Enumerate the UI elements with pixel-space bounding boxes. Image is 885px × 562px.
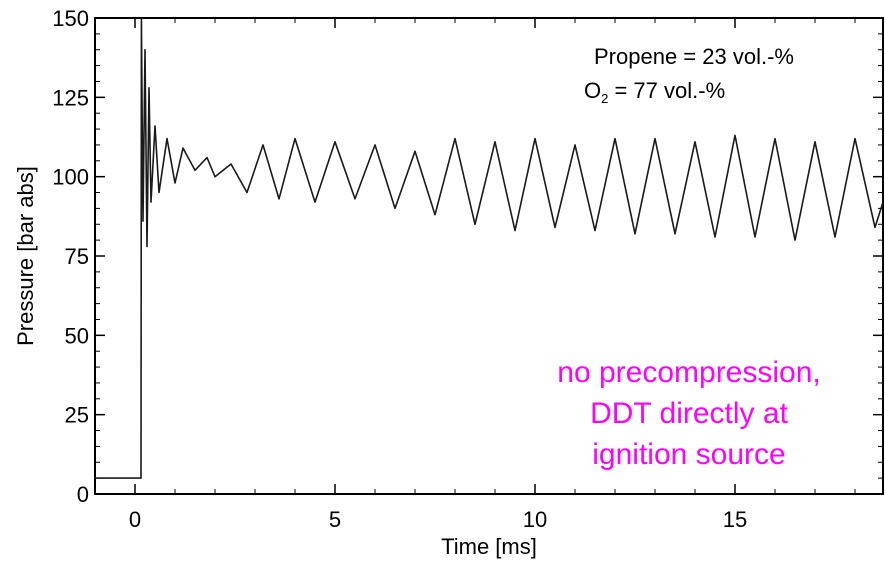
annotation-oxygen-subscript: 2 bbox=[601, 91, 608, 106]
y-tick-label: 125 bbox=[52, 85, 89, 110]
y-tick-label: 50 bbox=[65, 323, 89, 348]
y-tick-label: 75 bbox=[65, 244, 89, 269]
y-tick-label: 25 bbox=[65, 403, 89, 428]
x-tick-label: 5 bbox=[329, 507, 341, 532]
y-tick-label: 0 bbox=[77, 482, 89, 507]
y-axis-title: Pressure [bar abs] bbox=[13, 166, 38, 346]
x-axis-title: Time [ms] bbox=[441, 534, 537, 559]
y-tick-label: 150 bbox=[52, 6, 89, 31]
y-tick-label: 100 bbox=[52, 165, 89, 190]
note-line: DDT directly at bbox=[590, 397, 788, 430]
note-line: ignition source bbox=[592, 438, 785, 471]
annotation-oxygen-symbol: O bbox=[584, 78, 601, 103]
annotation-oxygen: O2 = 77 vol.-% bbox=[584, 78, 725, 106]
pressure-series-line bbox=[95, 17, 884, 479]
x-tick-label: 0 bbox=[129, 507, 141, 532]
x-tick-label: 15 bbox=[723, 507, 747, 532]
note-line: no precompression, bbox=[557, 356, 820, 389]
axis-ticks bbox=[94, 17, 883, 495]
x-tick-label: 10 bbox=[523, 507, 547, 532]
annotation-oxygen-value: = 77 vol.-% bbox=[608, 78, 725, 103]
annotation-propene: Propene = 23 vol.-% bbox=[594, 44, 794, 69]
